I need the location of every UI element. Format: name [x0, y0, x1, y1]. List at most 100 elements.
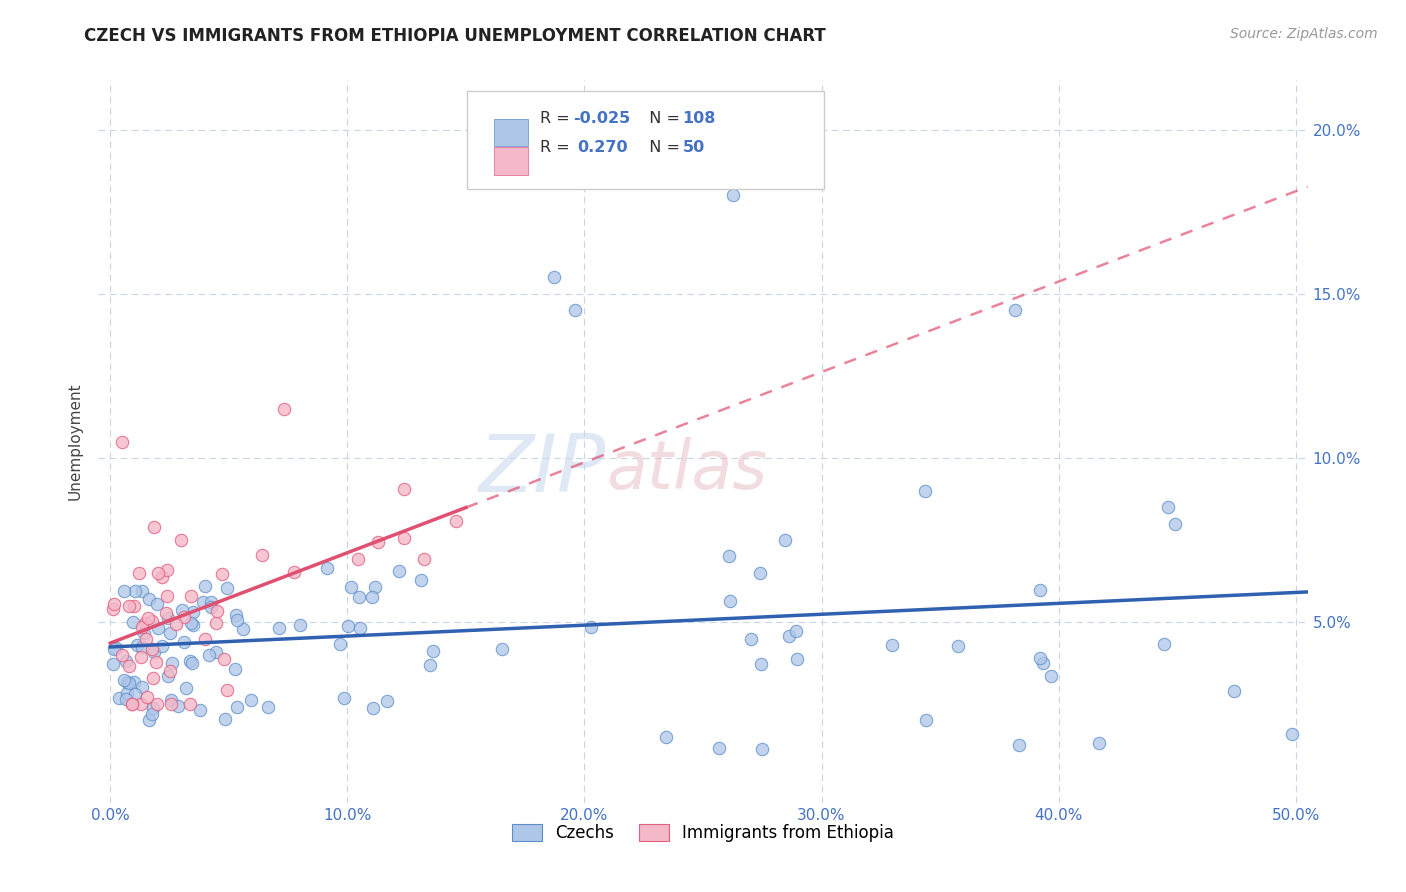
Point	[135, 632, 157, 646]
Point	[111, 648, 134, 662]
Point	[122, 675, 145, 690]
Text: CZECH VS IMMIGRANTS FROM ETHIOPIA UNEMPLOYMENT CORRELATION CHART: CZECH VS IMMIGRANTS FROM ETHIOPIA UNEMPL…	[84, 27, 827, 45]
Point	[181, 656, 204, 670]
Point	[1087, 735, 1109, 749]
Point	[721, 188, 744, 202]
Point	[215, 683, 238, 698]
FancyBboxPatch shape	[467, 91, 824, 189]
Point	[146, 698, 169, 712]
Point	[339, 581, 361, 595]
Point	[141, 707, 163, 722]
Point	[740, 632, 762, 646]
Point	[124, 584, 146, 599]
Point	[165, 616, 187, 631]
Y-axis label: Unemployment: Unemployment	[67, 383, 83, 500]
Point	[159, 626, 181, 640]
Point	[409, 573, 432, 587]
Point	[315, 561, 337, 575]
Point	[179, 655, 201, 669]
Text: N =: N =	[638, 140, 685, 155]
Text: atlas: atlas	[606, 437, 768, 503]
Point	[200, 595, 222, 609]
Point	[173, 634, 195, 648]
Point	[167, 699, 190, 714]
Point	[146, 566, 169, 580]
Text: R =: R =	[540, 140, 575, 155]
Point	[118, 599, 141, 613]
Point	[172, 603, 194, 617]
Point	[717, 549, 740, 564]
Point	[129, 649, 152, 664]
Point	[131, 680, 153, 694]
Point	[413, 552, 436, 566]
Text: -0.025: -0.025	[574, 112, 631, 126]
Point	[146, 621, 169, 635]
Point	[108, 691, 131, 706]
Point	[388, 564, 411, 578]
Point	[347, 552, 370, 566]
Point	[1029, 651, 1052, 665]
Point	[150, 639, 173, 653]
Point	[288, 618, 311, 632]
FancyBboxPatch shape	[494, 147, 527, 175]
Point	[121, 615, 143, 629]
Point	[1157, 500, 1180, 515]
Point	[205, 604, 228, 618]
Point	[224, 662, 246, 676]
Point	[136, 690, 159, 705]
Point	[707, 741, 730, 756]
Point	[205, 615, 228, 630]
Point	[180, 616, 202, 631]
Point	[333, 690, 356, 705]
Point	[121, 698, 143, 712]
Point	[748, 566, 770, 580]
Point	[349, 621, 371, 635]
Point	[122, 599, 145, 613]
Point	[239, 692, 262, 706]
Point	[115, 692, 138, 706]
Point	[419, 658, 441, 673]
Point	[129, 698, 152, 712]
Point	[215, 581, 238, 595]
Point	[915, 713, 938, 727]
Point	[142, 701, 165, 715]
Point	[232, 622, 254, 636]
Point	[103, 597, 125, 611]
Point	[128, 566, 150, 580]
Point	[946, 639, 969, 653]
Point	[363, 700, 385, 714]
Point	[183, 617, 205, 632]
Point	[267, 621, 290, 635]
Point	[392, 531, 415, 545]
Point	[197, 648, 219, 662]
Point	[156, 590, 179, 604]
Point	[132, 626, 155, 640]
Point	[367, 535, 389, 549]
Point	[375, 693, 398, 707]
Point	[226, 613, 249, 627]
Text: Source: ZipAtlas.com: Source: ZipAtlas.com	[1230, 27, 1378, 41]
Point	[121, 698, 143, 712]
Point	[1008, 739, 1031, 753]
Text: 108: 108	[682, 112, 716, 126]
Point	[174, 681, 197, 695]
Point	[1004, 303, 1026, 318]
Point	[188, 703, 211, 717]
Point	[162, 656, 184, 670]
Point	[444, 514, 467, 528]
Point	[422, 644, 444, 658]
Point	[105, 641, 128, 656]
Point	[141, 642, 163, 657]
Point	[364, 580, 387, 594]
Point	[1281, 726, 1303, 740]
Point	[131, 583, 153, 598]
Point	[170, 533, 193, 547]
Point	[112, 584, 135, 599]
Point	[103, 641, 125, 656]
Point	[145, 655, 167, 669]
Point	[115, 674, 138, 689]
Point	[127, 638, 149, 652]
Point	[212, 652, 235, 666]
Point	[786, 652, 808, 666]
Point	[156, 611, 179, 625]
